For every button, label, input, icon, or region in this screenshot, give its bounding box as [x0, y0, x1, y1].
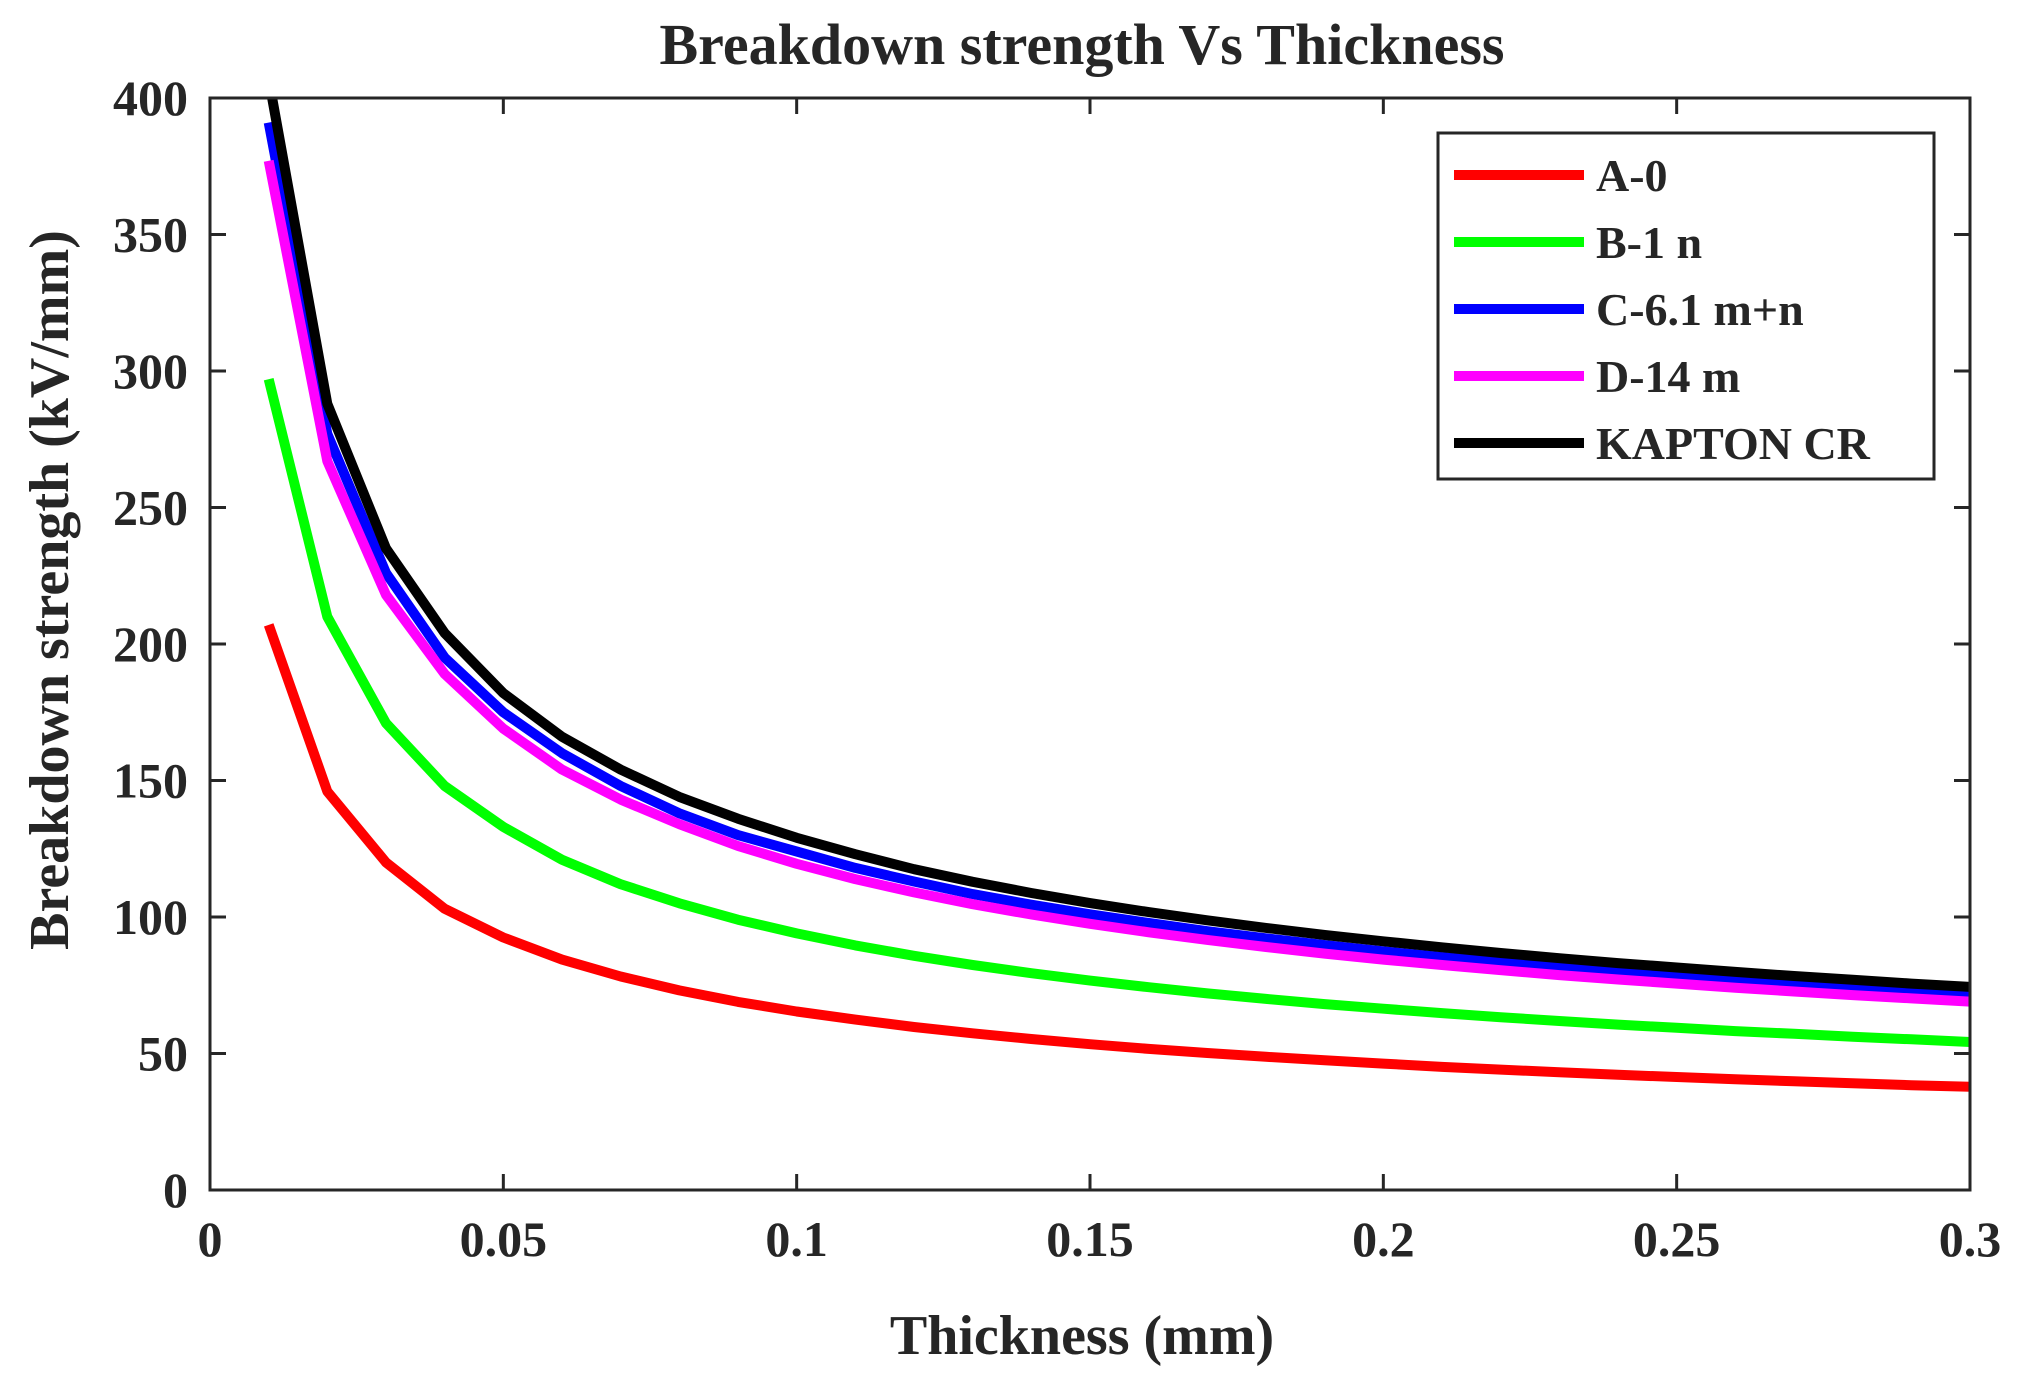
- legend-label-2: B-1 n: [1596, 217, 1702, 268]
- y-tick-label: 400: [113, 70, 188, 126]
- chart-title: Breakdown strength Vs Thickness: [660, 12, 1505, 77]
- series-line-4: [263, 159, 1970, 1007]
- legend-label-1: A-0: [1596, 150, 1668, 201]
- axes-group: 0 0.05 0.1 0.15 0.2 0.25 0.3 0 50 100 150 200 250 300…: [113, 70, 2001, 1267]
- y-tick-label: 250: [113, 480, 188, 536]
- y-tick-label: 150: [113, 753, 188, 809]
- y-tick-label: 100: [113, 889, 188, 945]
- x-tick-label: 0.3: [1939, 1211, 2002, 1267]
- x-axis-label: Thickness (mm): [890, 1305, 1274, 1367]
- y-tick-label: 200: [113, 616, 188, 672]
- series-line-1: [263, 623, 1970, 1092]
- series-group: [263, 98, 1970, 1092]
- legend: A-0 B-1 n C-6.1 m+n D-14 m KAPTON CR: [1436, 131, 1936, 481]
- legend-label-5: KAPTON CR: [1596, 418, 1871, 469]
- legend-label-4: D-14 m: [1596, 351, 1740, 402]
- x-tick-label: 0.15: [1046, 1211, 1134, 1267]
- x-tick-label: 0: [198, 1211, 223, 1267]
- y-axis-label: Breakdown strength (kV/mm): [19, 230, 81, 950]
- series-line-2: [263, 378, 1970, 1047]
- x-tick-label: 0.2: [1352, 1211, 1415, 1267]
- x-tick-label: 0.05: [460, 1211, 548, 1267]
- y-tick-label: 0: [163, 1162, 188, 1218]
- series-line-3: [263, 121, 1970, 1001]
- y-tick-label: 350: [113, 207, 188, 263]
- y-tick-label: 300: [113, 343, 188, 399]
- legend-label-3: C-6.1 m+n: [1596, 284, 1804, 335]
- x-tick-label: 0.25: [1633, 1211, 1721, 1267]
- x-tick-label: 0.1: [765, 1211, 828, 1267]
- series-line-5: [267, 98, 1970, 992]
- y-tick-label: 50: [138, 1026, 188, 1082]
